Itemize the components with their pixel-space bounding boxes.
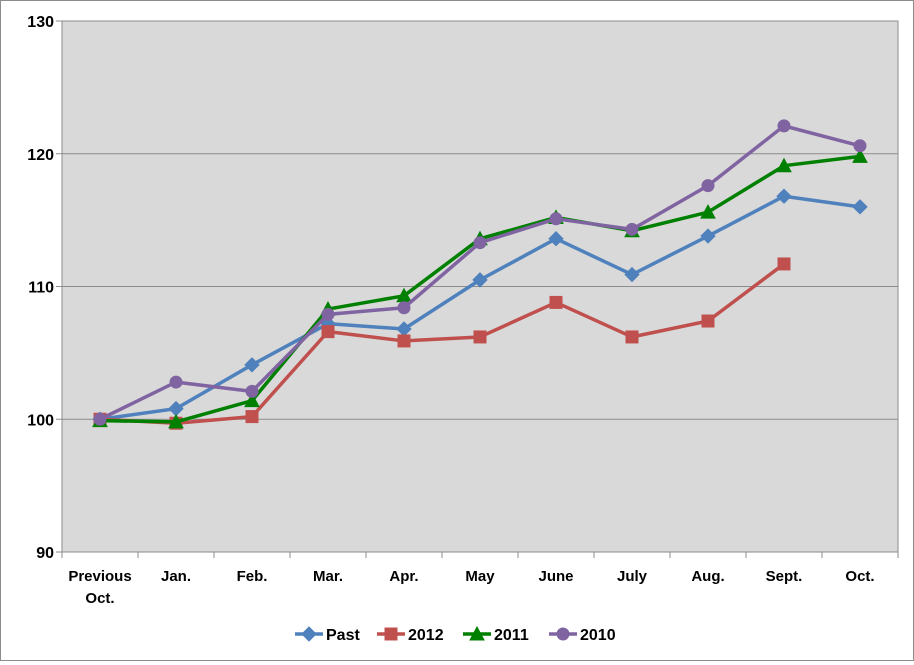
y-tick-label: 120 — [27, 147, 54, 164]
x-tick-label: June — [538, 568, 573, 585]
data-point-past — [472, 272, 488, 288]
x-tick-label: Sept. — [766, 568, 803, 585]
data-point-past — [776, 188, 792, 204]
legend-item-2010: 2010 — [549, 627, 616, 644]
x-tick-label: May — [465, 568, 495, 585]
legend-marker-2011 — [469, 625, 485, 641]
data-point-past — [244, 357, 260, 373]
legend-label-2010: 2010 — [580, 627, 616, 644]
data-point-2012 — [397, 334, 411, 348]
data-point-2011 — [852, 148, 868, 163]
data-point-2011 — [244, 392, 260, 408]
data-point-2010 — [397, 301, 411, 315]
x-tick-label: July — [617, 568, 648, 585]
y-tick-label: 130 — [27, 14, 54, 31]
data-point-2010 — [93, 412, 107, 426]
data-point-2010 — [625, 222, 639, 236]
y-tick-label: 100 — [27, 412, 54, 429]
legend-item-past: Past — [295, 626, 360, 644]
x-tick-label: Mar. — [313, 568, 343, 585]
data-point-2010 — [701, 179, 715, 193]
series-line-2012 — [98, 262, 786, 425]
data-point-2011 — [168, 413, 184, 429]
data-point-2012 — [549, 295, 563, 309]
legend-marker-2012 — [384, 627, 398, 641]
data-point-past — [700, 228, 716, 244]
x-tick-label: Apr. — [389, 568, 418, 585]
data-point-2012 — [625, 330, 639, 344]
data-point-2010 — [777, 119, 791, 133]
legend-label-past: Past — [326, 627, 360, 644]
legend: Past 2012 2011 2010 — [295, 625, 616, 644]
data-point-2012 — [777, 257, 791, 271]
data-point-2010 — [321, 307, 335, 321]
data-point-2012 — [701, 314, 715, 328]
legend-marker-past — [301, 626, 317, 642]
x-tick-label: Jan. — [161, 568, 191, 585]
legend-item-2011: 2011 — [463, 625, 529, 644]
data-point-2011 — [700, 204, 716, 219]
x-tick-label: Aug. — [691, 568, 724, 585]
y-tick-label: 90 — [36, 545, 54, 562]
data-point-2010 — [853, 139, 867, 153]
legend-label-2011: 2011 — [494, 627, 529, 644]
data-point-2012 — [473, 330, 487, 344]
legend-label-2012: 2012 — [408, 627, 444, 644]
data-point-past — [624, 266, 640, 283]
data-point-2010 — [549, 212, 563, 226]
data-point-2010 — [473, 236, 487, 250]
data-point-past — [852, 199, 868, 215]
legend-item-2012: 2012 — [377, 627, 444, 644]
y-tick-label: 110 — [28, 280, 54, 297]
x-tick-label: Feb. — [237, 568, 268, 585]
data-point-2011 — [776, 157, 792, 173]
legend-marker-2010 — [556, 627, 570, 641]
data-point-past — [548, 231, 564, 247]
data-point-2012 — [321, 325, 335, 339]
data-point-2010 — [245, 384, 259, 398]
data-point-2010 — [169, 375, 183, 389]
x-tick-label: Previous Oct. — [68, 568, 131, 607]
x-tick-label: Oct. — [845, 568, 874, 585]
data-point-2012 — [245, 410, 259, 424]
series-2010 — [93, 119, 867, 426]
